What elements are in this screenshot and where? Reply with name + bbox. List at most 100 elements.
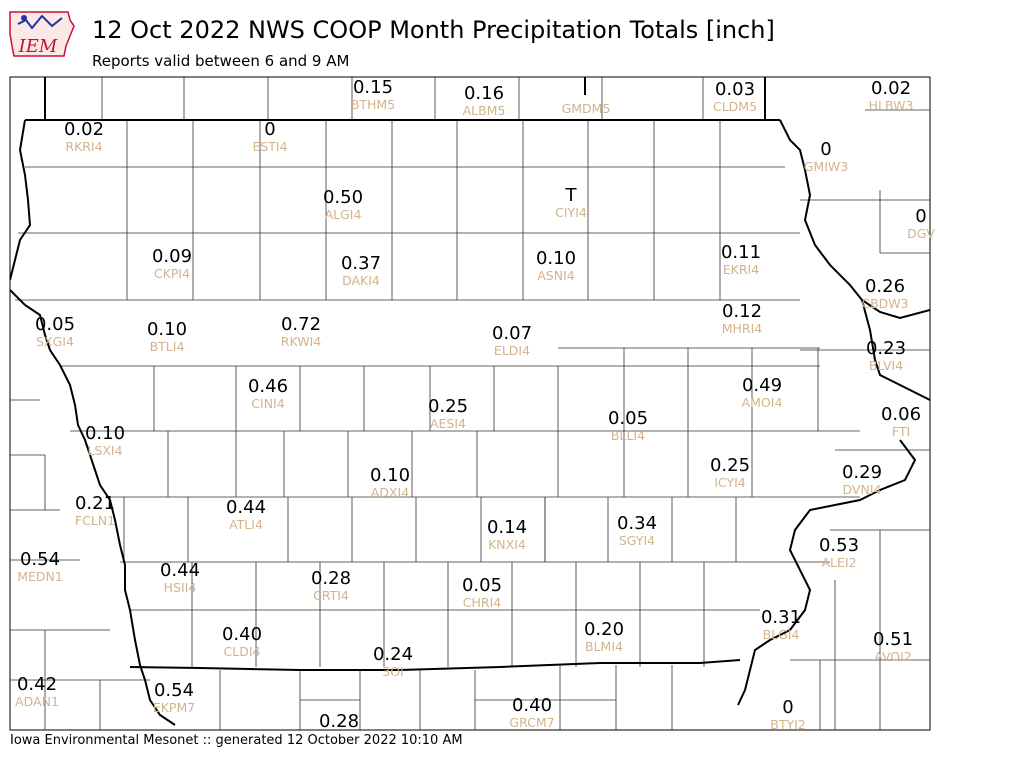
station-value: 0.10 [370, 465, 410, 486]
station-id: EKPM7 [153, 700, 195, 715]
station-value: 0.05 [462, 575, 502, 596]
station-value: 0.40 [222, 624, 262, 645]
station-value: 0 [820, 139, 831, 160]
station-id: ALEI2 [821, 555, 856, 570]
station-id: CHRI4 [463, 595, 501, 610]
station-id: ESTI4 [252, 139, 287, 154]
station-value: 0.25 [428, 396, 468, 417]
station-id: CLDI4 [224, 644, 261, 659]
station-id: ASNI4 [537, 268, 575, 283]
station-id: FTI [892, 424, 910, 439]
station-value: 0.06 [881, 404, 921, 425]
station-value: 0.24 [373, 644, 413, 665]
station-id: DVNI4 [843, 482, 882, 497]
station-id: ELDI4 [494, 343, 530, 358]
station-id: BLLI4 [611, 428, 645, 443]
station-id: ADAN1 [15, 694, 59, 709]
station-value: 0.42 [17, 674, 57, 695]
station-id: MHRI4 [722, 321, 763, 336]
station-value: 0.40 [512, 695, 552, 716]
station-value: 0.21 [75, 493, 115, 514]
station-id: SGYI4 [619, 533, 655, 548]
station-id: ICYI4 [714, 475, 746, 490]
station-id: BTLI4 [150, 339, 185, 354]
station-value: 0.25 [710, 455, 750, 476]
station-id: RKWI4 [281, 334, 321, 349]
station-id: BTHM5 [351, 97, 395, 112]
station-id: KNXI4 [488, 537, 526, 552]
station-value: 0.20 [584, 619, 624, 640]
state-borders [10, 77, 930, 726]
station-value: 0.51 [873, 629, 913, 650]
station-value: 0.46 [248, 376, 288, 397]
station-value: 0.34 [617, 513, 657, 534]
station-value: 0.03 [715, 79, 755, 100]
station-value: 0.12 [722, 301, 762, 322]
station-id: FCLN1 [75, 513, 115, 528]
station-value: 0.02 [871, 78, 911, 99]
station-id: GMIW3 [804, 159, 848, 174]
station-value: 0.29 [842, 462, 882, 483]
station-id: ADXI4 [371, 485, 409, 500]
station-id: CIYI4 [555, 205, 587, 220]
county-lines [10, 77, 930, 730]
station-value: 0 [782, 697, 793, 718]
station-value: 0.10 [147, 319, 187, 340]
station-id: GRCM7 [509, 715, 554, 730]
station-value: T [565, 185, 578, 206]
station-id: HLBW3 [869, 98, 914, 113]
iem-logo: IEM [8, 6, 76, 62]
station-value: 0.14 [487, 517, 527, 538]
station-id: SXGI4 [36, 334, 74, 349]
station-value: 0.49 [742, 375, 782, 396]
station-value: 0.53 [819, 535, 859, 556]
station-id: GMDM5 [562, 101, 611, 116]
station-id: AVOI2 [874, 649, 912, 664]
station-id: CINI4 [251, 396, 284, 411]
station-value: 0.02 [64, 119, 104, 140]
station-value: 0 [915, 206, 926, 227]
station-value: 0.15 [353, 77, 393, 98]
station-id: DGV [907, 226, 935, 241]
station-id: LSXI4 [87, 443, 122, 458]
map-frame [9, 76, 931, 731]
station-value: 0.54 [154, 680, 194, 701]
station-value: 0.09 [152, 246, 192, 267]
station-id: ALGI4 [325, 207, 362, 222]
map-subtitle: Reports valid between 6 and 9 AM [92, 52, 350, 70]
station-value: 0.54 [20, 549, 60, 570]
station-value: 0.26 [865, 276, 905, 297]
station-id: AMOI4 [742, 395, 783, 410]
station-value: 0.44 [160, 560, 200, 581]
station-value: 0 [264, 119, 275, 140]
station-value: 0.05 [608, 408, 648, 429]
station-value: 0.10 [536, 248, 576, 269]
station-id: RKRI4 [65, 139, 102, 154]
station-id: ALBM5 [463, 103, 506, 118]
station-value: 0.07 [492, 323, 532, 344]
station-value: 0.37 [341, 253, 381, 274]
station-id: CBDW3 [861, 296, 908, 311]
station-value: 0.10 [85, 423, 125, 444]
station-id: BLVI4 [869, 358, 903, 373]
station-value: 0.50 [323, 187, 363, 208]
station-value: 0.23 [866, 338, 906, 359]
station-id: 3OI [382, 664, 403, 679]
station-value: 0.44 [226, 497, 266, 518]
map-title: 12 Oct 2022 NWS COOP Month Precipitation… [92, 16, 775, 44]
station-value: 0.16 [464, 83, 504, 104]
station-id: BTYI2 [770, 717, 806, 732]
station-value: 0.31 [761, 607, 801, 628]
station-id: HSII4 [164, 580, 197, 595]
station-value: 0.72 [281, 314, 321, 335]
footer-credit: Iowa Environmental Mesonet :: generated … [10, 733, 463, 748]
station-id: CLDM5 [713, 99, 757, 114]
station-id: BLMI4 [585, 639, 623, 654]
station-id: ATLI4 [229, 517, 263, 532]
station-id: DAKI4 [342, 273, 380, 288]
station-value: 0.05 [35, 314, 75, 335]
station-value: 0.28 [311, 568, 351, 589]
station-id: CRTI4 [313, 588, 349, 603]
